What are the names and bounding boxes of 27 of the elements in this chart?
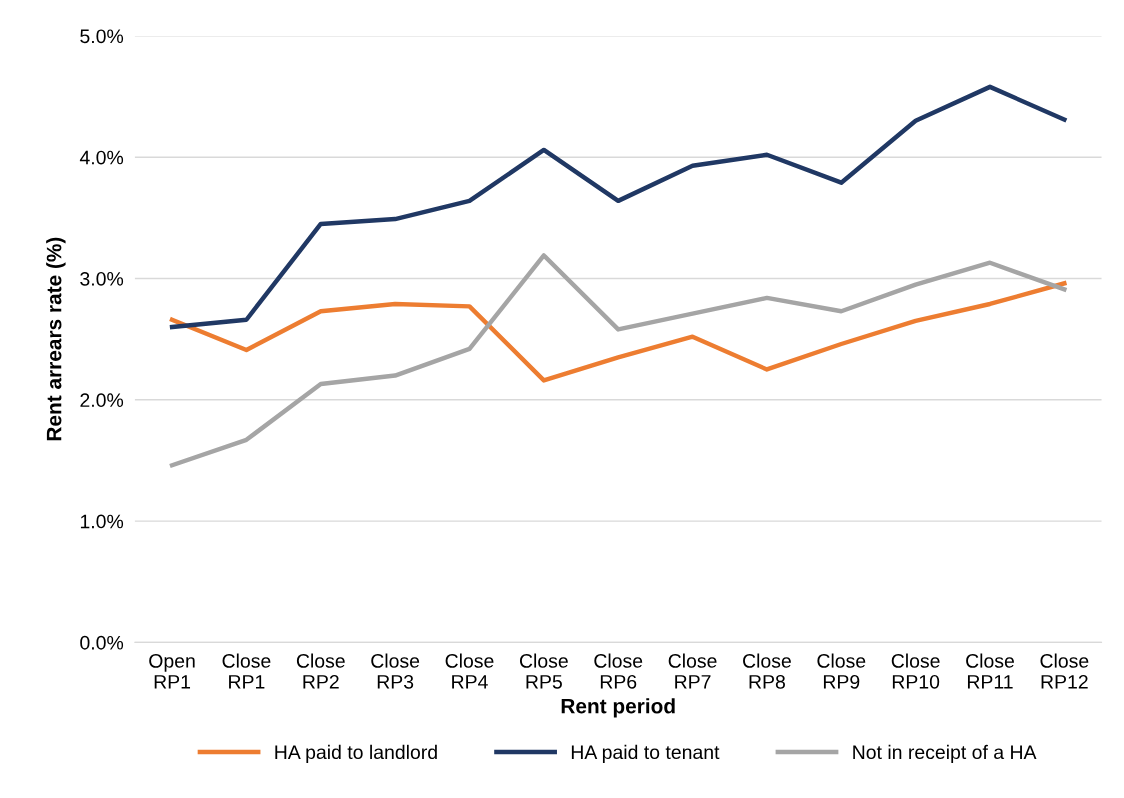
y-tick-label: 0.0% (80, 635, 124, 650)
legend-label: HA paid to landlord (275, 744, 437, 763)
x-tick-label: Close RP4 (445, 653, 494, 689)
x-tick-label: Open RP1 (149, 654, 195, 689)
x-tick-label: Close RP11 (966, 653, 1014, 689)
x-tick-label: Close RP1 (222, 653, 271, 689)
x-tick-label: Close RP3 (371, 653, 420, 689)
legend-label: Not in receipt of a HA (853, 744, 1037, 763)
x-tick-label: Close RP2 (296, 653, 345, 689)
x-tick-label: Close RP7 (668, 653, 717, 689)
x-tick-label: Close RP6 (594, 653, 643, 689)
legend-label: HA paid to tenant (571, 744, 720, 763)
y-tick-label: 3.0% (80, 271, 124, 286)
x-tick-label: Close RP5 (519, 653, 568, 689)
x-tick-label: Close RP10 (891, 653, 940, 689)
y-axis-title: Rent arrears rate (%) (46, 237, 66, 441)
y-tick-label: 4.0% (79, 150, 124, 165)
y-tick-label: 5.0% (80, 29, 124, 44)
y-tick-label: 2.0% (80, 393, 124, 408)
x-tick-label: Close RP8 (743, 653, 791, 689)
y-tick-label: 1.0% (80, 514, 124, 529)
x-tick-label: Close RP9 (817, 653, 866, 689)
line-series (169, 84, 1067, 330)
x-axis-title: Rent period (561, 698, 675, 718)
line-series (169, 253, 1067, 468)
line-series (169, 281, 1067, 383)
x-tick-label: Close RP12 (1040, 653, 1089, 689)
